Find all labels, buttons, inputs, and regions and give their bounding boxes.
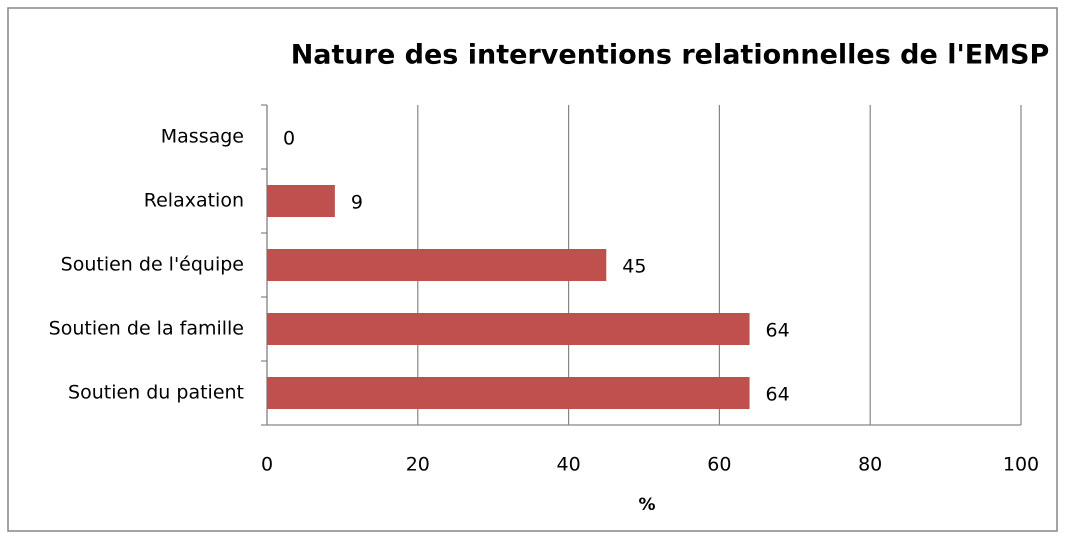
y-tick-label: Relaxation	[144, 190, 244, 212]
y-tick-label: Soutien de l'équipe	[61, 254, 244, 276]
x-axis-label: %	[638, 495, 655, 515]
x-tick-label: 60	[707, 454, 731, 476]
y-tick-label: Soutien de la famille	[49, 318, 244, 340]
y-tick-label: Soutien du patient	[68, 382, 244, 404]
data-label: 64	[766, 320, 790, 342]
bar	[267, 313, 750, 345]
x-tick-label: 40	[557, 454, 581, 476]
x-tick-label: 0	[261, 454, 273, 476]
bar	[267, 377, 750, 409]
x-tick-label: 100	[1003, 454, 1039, 476]
bar	[267, 249, 607, 281]
data-label: 45	[622, 256, 646, 278]
data-label: 64	[766, 384, 790, 406]
bar	[267, 185, 335, 217]
data-label: 0	[283, 128, 295, 150]
data-label: 9	[351, 192, 363, 214]
chart-title: Nature des interventions relationnelles …	[291, 40, 1050, 71]
x-tick-label: 80	[858, 454, 882, 476]
y-tick-label: Massage	[161, 126, 244, 148]
x-tick-label: 20	[406, 454, 430, 476]
